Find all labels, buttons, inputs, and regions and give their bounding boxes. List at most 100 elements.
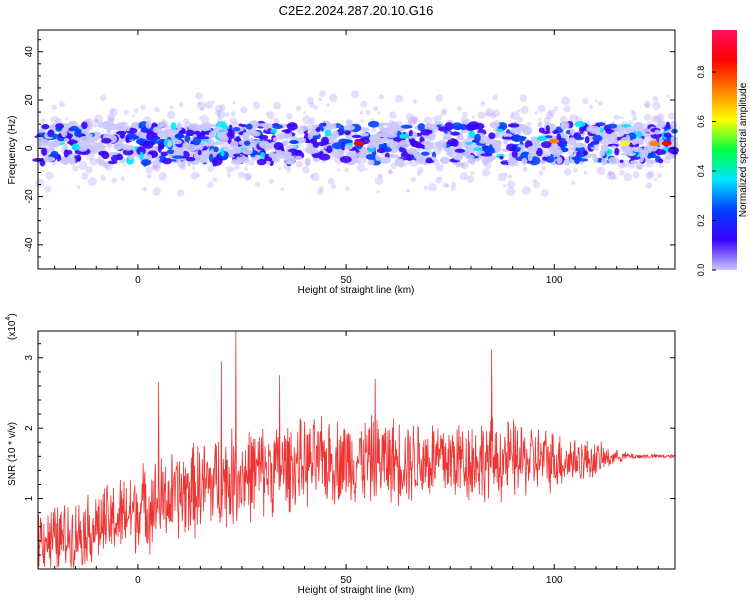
spectrogram-halo-dot bbox=[510, 112, 514, 116]
spectrogram-halo-dot bbox=[507, 174, 512, 179]
spectrogram-blob bbox=[217, 131, 228, 139]
spectrogram-blob bbox=[460, 123, 467, 131]
spectrogram-halo-dot bbox=[205, 100, 214, 109]
spectrogram-blob bbox=[551, 143, 559, 147]
spectrogram-blob bbox=[506, 157, 518, 166]
spectrogram-halo-dot bbox=[50, 115, 59, 125]
spectrogram-blob bbox=[286, 156, 296, 165]
colorbar-tick-label: 0.0 bbox=[696, 264, 706, 277]
colorbar-gradient bbox=[712, 30, 737, 270]
spectrogram-xtick-label: 100 bbox=[546, 275, 563, 286]
spectrogram-halo-dot bbox=[254, 181, 261, 187]
spectrogram-halo-dot bbox=[525, 122, 532, 128]
spectrogram-blob bbox=[556, 156, 563, 165]
spectrogram-blob bbox=[108, 151, 119, 156]
spectrogram-halo-dot bbox=[406, 159, 412, 165]
spectrogram-bright-spot bbox=[661, 140, 672, 146]
spectrogram-blob bbox=[259, 140, 270, 149]
spectrogram-blob bbox=[480, 153, 493, 157]
spectrogram-blob bbox=[81, 121, 88, 130]
spectrogram-blob bbox=[256, 158, 267, 166]
spectrogram-halo-dot bbox=[123, 109, 130, 115]
spectrogram-halo-dot bbox=[99, 94, 107, 101]
spectrogram-halo-dot bbox=[40, 118, 46, 124]
spectrogram-halo-dot bbox=[76, 185, 81, 190]
spectrogram-halo-dot bbox=[388, 169, 393, 175]
spectrogram-blob bbox=[398, 139, 411, 148]
spectrogram-blob bbox=[488, 132, 496, 140]
spectrogram-halo-dot bbox=[231, 120, 240, 129]
spectrogram-halo-dot bbox=[596, 148, 600, 152]
spectrogram-halo-dot bbox=[563, 168, 572, 176]
spectrogram-blob bbox=[618, 129, 625, 137]
spectrogram-halo-dot bbox=[412, 99, 418, 104]
spectrogram-halo-dot bbox=[377, 110, 382, 115]
spectrogram-blob bbox=[319, 151, 324, 155]
spectrogram-blob bbox=[619, 159, 624, 164]
spectrogram-blob bbox=[622, 149, 632, 153]
spectrogram-blob bbox=[573, 155, 581, 165]
spectrogram-blob bbox=[389, 141, 401, 150]
spectrogram-blob bbox=[388, 153, 395, 157]
spectrogram-blob bbox=[454, 148, 466, 153]
spectrogram-halo-dot bbox=[58, 101, 65, 108]
spectrogram-halo-dot bbox=[572, 167, 578, 173]
spectrogram-halo-dot bbox=[552, 106, 559, 112]
spectrogram-halo-dot bbox=[359, 110, 364, 115]
spectrogram-blob bbox=[407, 155, 412, 161]
spectrogram-halo-dot bbox=[388, 169, 393, 174]
spectrogram-halo-dot bbox=[87, 177, 97, 186]
spectrogram-blob bbox=[538, 127, 545, 133]
spectrogram-halo-dot bbox=[45, 171, 54, 180]
spectrogram-blob bbox=[456, 144, 463, 150]
spectrogram-blob bbox=[376, 148, 387, 154]
spectrogram-blob bbox=[48, 141, 60, 149]
spectrogram-halo-dot bbox=[169, 105, 174, 110]
spectrogram-blob bbox=[64, 122, 69, 132]
snr-multiplier-exp: 4 bbox=[5, 317, 12, 321]
spectrogram-halo-dot bbox=[252, 101, 261, 110]
spectrogram-blob bbox=[237, 156, 250, 164]
spectrogram-halo-dot bbox=[456, 105, 463, 112]
spectrogram-blob bbox=[517, 126, 522, 135]
spectrogram-bright-spot bbox=[549, 138, 560, 144]
spectrogram-blob bbox=[345, 144, 353, 150]
spectrogram-blob bbox=[58, 159, 70, 164]
spectrogram-halo-dot bbox=[428, 182, 437, 192]
spectrogram-blob bbox=[122, 148, 134, 156]
spectrogram-halo-dot bbox=[152, 187, 161, 196]
spectrogram-blob bbox=[384, 146, 392, 153]
spectrogram-halo-dot bbox=[510, 111, 520, 121]
spectrogram-halo-dot bbox=[480, 101, 486, 107]
spectrogram-blob bbox=[464, 141, 474, 145]
spectrogram-halo-dot bbox=[461, 162, 465, 167]
colorbar-ticks: 0.0 0.2 0.4 0.6 0.8 bbox=[696, 66, 716, 276]
spectrogram-blob bbox=[157, 131, 168, 138]
spectrogram-blob bbox=[37, 128, 46, 133]
spectrogram-halo-dot bbox=[374, 176, 384, 185]
spectrogram-halo-dot bbox=[490, 112, 497, 119]
spectrogram-halo-dot bbox=[378, 94, 384, 100]
spectrogram-blob bbox=[535, 147, 543, 157]
spectrogram-blob bbox=[107, 160, 118, 165]
spectrogram-blob bbox=[47, 133, 59, 138]
spectrogram-halo-dot bbox=[406, 188, 410, 193]
spectrogram-blob bbox=[510, 128, 519, 134]
spectrogram-halo-dot bbox=[244, 166, 249, 171]
spectrogram-halo-dot bbox=[273, 101, 282, 110]
spectrogram-halo-dot bbox=[606, 171, 616, 180]
spectrogram-blob bbox=[200, 130, 206, 137]
spectrogram-bright-spot bbox=[536, 136, 547, 142]
spectrogram-halo-dot bbox=[644, 102, 650, 109]
spectrogram-halo-dot bbox=[594, 99, 598, 103]
spectrogram-blob bbox=[560, 131, 566, 137]
spectrogram-blob bbox=[199, 158, 208, 162]
spectrogram-halo-dot bbox=[466, 175, 475, 183]
spectrogram-blob bbox=[574, 121, 586, 128]
spectrogram-halo-dot bbox=[106, 113, 115, 122]
spectrogram-halo-dot bbox=[268, 178, 275, 184]
svg-text:(x104): (x104) bbox=[5, 313, 18, 340]
spectrogram-halo-dot bbox=[176, 189, 185, 197]
spectrogram-blob bbox=[385, 133, 398, 138]
spectrogram-blob bbox=[569, 128, 575, 135]
